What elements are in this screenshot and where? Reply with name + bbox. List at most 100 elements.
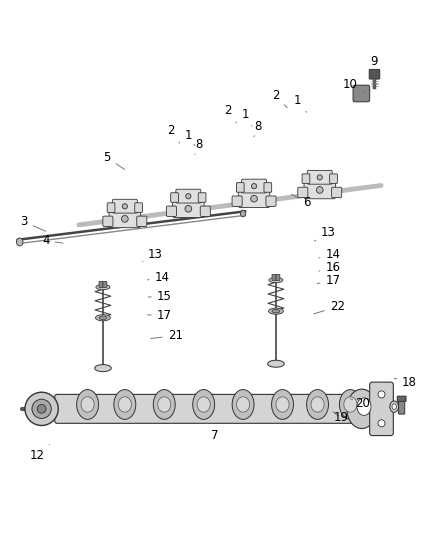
Text: 12: 12 — [30, 445, 49, 462]
Text: 3: 3 — [21, 215, 46, 231]
FancyBboxPatch shape — [369, 69, 380, 79]
Text: 8: 8 — [195, 138, 203, 155]
Text: 21: 21 — [151, 329, 183, 342]
Text: 22: 22 — [314, 300, 345, 314]
Text: 2: 2 — [272, 89, 287, 108]
FancyBboxPatch shape — [109, 210, 141, 228]
FancyBboxPatch shape — [55, 394, 374, 423]
Ellipse shape — [193, 390, 215, 419]
FancyBboxPatch shape — [135, 203, 142, 212]
Circle shape — [121, 215, 128, 222]
FancyBboxPatch shape — [238, 190, 270, 207]
Ellipse shape — [347, 389, 377, 429]
FancyBboxPatch shape — [266, 196, 276, 206]
Text: 20: 20 — [350, 397, 370, 410]
FancyBboxPatch shape — [332, 187, 342, 198]
Text: 16: 16 — [319, 261, 340, 274]
Ellipse shape — [268, 308, 283, 314]
Ellipse shape — [311, 397, 324, 412]
Text: 13: 13 — [143, 248, 163, 262]
Text: 4: 4 — [42, 233, 63, 247]
Circle shape — [37, 405, 46, 413]
Circle shape — [25, 392, 58, 425]
Ellipse shape — [357, 398, 371, 415]
Ellipse shape — [77, 390, 99, 419]
FancyBboxPatch shape — [166, 206, 177, 216]
Ellipse shape — [81, 397, 94, 412]
Circle shape — [251, 196, 258, 202]
Circle shape — [378, 420, 385, 427]
FancyBboxPatch shape — [198, 193, 206, 203]
FancyBboxPatch shape — [302, 174, 310, 183]
Ellipse shape — [114, 390, 136, 419]
Circle shape — [122, 204, 127, 209]
Ellipse shape — [99, 316, 107, 319]
Text: 10: 10 — [343, 78, 365, 92]
FancyBboxPatch shape — [176, 189, 201, 203]
Ellipse shape — [307, 390, 328, 419]
FancyBboxPatch shape — [272, 274, 276, 280]
Text: 17: 17 — [317, 274, 340, 287]
Text: 5: 5 — [104, 151, 125, 169]
FancyBboxPatch shape — [370, 382, 393, 435]
Ellipse shape — [344, 397, 357, 412]
Ellipse shape — [96, 285, 110, 290]
Ellipse shape — [237, 397, 250, 412]
Text: 14: 14 — [319, 248, 340, 261]
FancyBboxPatch shape — [173, 200, 204, 217]
FancyBboxPatch shape — [171, 193, 178, 203]
Ellipse shape — [95, 314, 110, 321]
Text: 1: 1 — [184, 128, 195, 146]
Ellipse shape — [276, 397, 289, 412]
FancyBboxPatch shape — [242, 179, 266, 193]
Circle shape — [186, 193, 191, 199]
Ellipse shape — [17, 238, 23, 246]
Text: 19: 19 — [333, 411, 348, 424]
FancyBboxPatch shape — [117, 207, 134, 222]
Ellipse shape — [232, 390, 254, 419]
Ellipse shape — [118, 397, 131, 412]
Ellipse shape — [268, 360, 284, 367]
FancyBboxPatch shape — [137, 216, 147, 227]
Text: 14: 14 — [147, 271, 170, 284]
FancyBboxPatch shape — [103, 216, 113, 227]
FancyBboxPatch shape — [307, 171, 332, 184]
FancyBboxPatch shape — [200, 206, 210, 216]
Text: 1: 1 — [241, 108, 252, 126]
Circle shape — [32, 399, 51, 418]
Text: 15: 15 — [148, 290, 172, 303]
FancyBboxPatch shape — [112, 199, 137, 213]
FancyBboxPatch shape — [276, 274, 280, 280]
Ellipse shape — [269, 278, 283, 282]
Ellipse shape — [240, 210, 246, 217]
Circle shape — [251, 183, 257, 189]
Ellipse shape — [95, 365, 111, 372]
Text: 17: 17 — [147, 309, 172, 322]
FancyBboxPatch shape — [232, 196, 242, 206]
FancyBboxPatch shape — [237, 183, 244, 192]
Ellipse shape — [197, 397, 210, 412]
FancyBboxPatch shape — [353, 85, 370, 102]
Text: 2: 2 — [167, 124, 180, 143]
Text: 7: 7 — [207, 423, 219, 442]
Circle shape — [185, 205, 192, 212]
FancyBboxPatch shape — [397, 396, 406, 401]
FancyBboxPatch shape — [264, 183, 272, 192]
Text: 1: 1 — [294, 94, 307, 112]
Circle shape — [316, 187, 323, 193]
FancyBboxPatch shape — [103, 281, 107, 287]
Text: 8: 8 — [254, 120, 262, 137]
FancyBboxPatch shape — [304, 181, 336, 199]
FancyBboxPatch shape — [107, 203, 115, 212]
Circle shape — [317, 175, 322, 180]
Ellipse shape — [390, 401, 399, 413]
Ellipse shape — [339, 390, 361, 419]
FancyBboxPatch shape — [399, 399, 405, 414]
FancyBboxPatch shape — [330, 174, 337, 183]
Ellipse shape — [272, 310, 280, 313]
Ellipse shape — [392, 404, 396, 409]
Ellipse shape — [272, 390, 293, 419]
Ellipse shape — [153, 390, 175, 419]
Text: 13: 13 — [314, 226, 336, 241]
Circle shape — [378, 391, 385, 398]
